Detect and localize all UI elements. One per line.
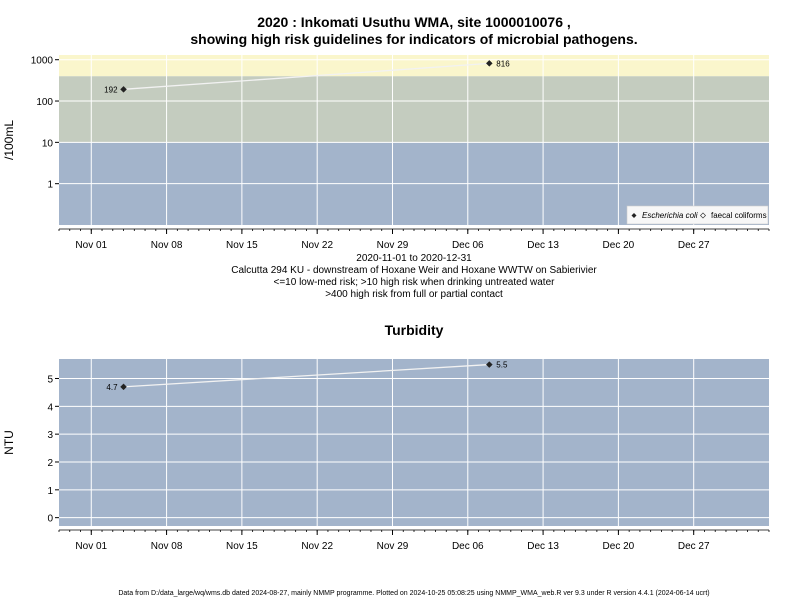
x-tick-label: Nov 22 (301, 240, 333, 251)
data-label: 816 (496, 59, 510, 68)
chart-title-line2: showing high risk guidelines for indicat… (190, 31, 637, 47)
x-tick-label: Nov 15 (226, 541, 258, 552)
data-point (485, 60, 493, 67)
risk-band-1 (59, 76, 769, 143)
data-label: 192 (104, 85, 118, 94)
y-axis-label: /100mL (2, 120, 16, 160)
x-tick-label: Nov 29 (377, 541, 409, 552)
y-tick-label: 2 (47, 458, 53, 469)
footer-note: Data from D:/data_large/wq/wms.db dated … (118, 590, 709, 597)
x-tick-label: Nov 08 (151, 541, 183, 552)
x-tick-label: Dec 27 (678, 240, 710, 251)
legend-label-ecoli: Escherichia coli (642, 211, 698, 220)
y-tick-label: 3 (47, 430, 53, 441)
data-label: 5.5 (496, 361, 508, 370)
x-tick-label: Dec 20 (603, 240, 635, 251)
y-tick-label: 5 (47, 374, 53, 385)
x-tick-label: Dec 27 (678, 541, 710, 552)
y-tick-label: 0 (47, 514, 53, 525)
series-line (123, 363, 490, 388)
plot-background (59, 359, 769, 526)
data-point (120, 383, 127, 391)
x-tick-label: Dec 20 (603, 541, 635, 552)
data-point (485, 361, 493, 368)
x-tick-label: Dec 06 (452, 240, 484, 251)
y-tick-label: 10 (42, 138, 54, 149)
legend-label-faecal: faecal coliforms (711, 211, 767, 220)
x-tick-label: Nov 01 (75, 541, 107, 552)
x-tick-label: Nov 08 (151, 240, 183, 251)
y-tick-label: 1 (47, 180, 53, 191)
series-line (123, 62, 490, 90)
subtitle-low-risk: <=10 low-med risk; >10 high risk when dr… (274, 277, 556, 288)
data-point (120, 85, 127, 93)
legend-box (626, 205, 769, 225)
data-label: 4.7 (106, 383, 118, 392)
x-tick-label: Dec 13 (527, 240, 559, 251)
turbidity-title: Turbidity (385, 322, 444, 338)
x-tick-label: Nov 22 (301, 541, 333, 552)
subtitle-date-range: 2020-11-01 to 2020-12-31 (356, 253, 472, 264)
x-tick-label: Dec 06 (452, 541, 484, 552)
subtitle-site: Calcutta 294 KU - downstream of Hoxane W… (231, 265, 597, 276)
x-tick-label: Nov 29 (377, 240, 409, 251)
pathogen-plot: 1000 100 10 1 Nov 01 Nov 08 Nov 15 Nov 22 Nov 29… (2, 55, 770, 251)
y-tick-label: 4 (47, 402, 53, 413)
x-tick-label: Nov 15 (226, 240, 258, 251)
y-tick-label: 1000 (31, 56, 54, 67)
y-tick-label: 1 (47, 486, 53, 497)
legend-marker-faecal (700, 212, 706, 219)
legend-marker-ecoli (631, 213, 637, 218)
y-axis-label: NTU (2, 430, 16, 455)
turbidity-plot: 0 1 2 3 4 5 Nov 01 Nov 08 Nov 15 Nov 22 Nov 29 Dec … (2, 359, 770, 552)
x-tick-label: Nov 01 (75, 240, 107, 251)
x-tick-label: Dec 13 (527, 541, 559, 552)
y-tick-label: 100 (36, 97, 53, 108)
subtitle-high-risk: >400 high risk from full or partial cont… (325, 289, 503, 300)
chart-title-line1: 2020 : Inkomati Usuthu WMA, site 1000010… (257, 14, 571, 30)
risk-band-2 (59, 55, 769, 77)
